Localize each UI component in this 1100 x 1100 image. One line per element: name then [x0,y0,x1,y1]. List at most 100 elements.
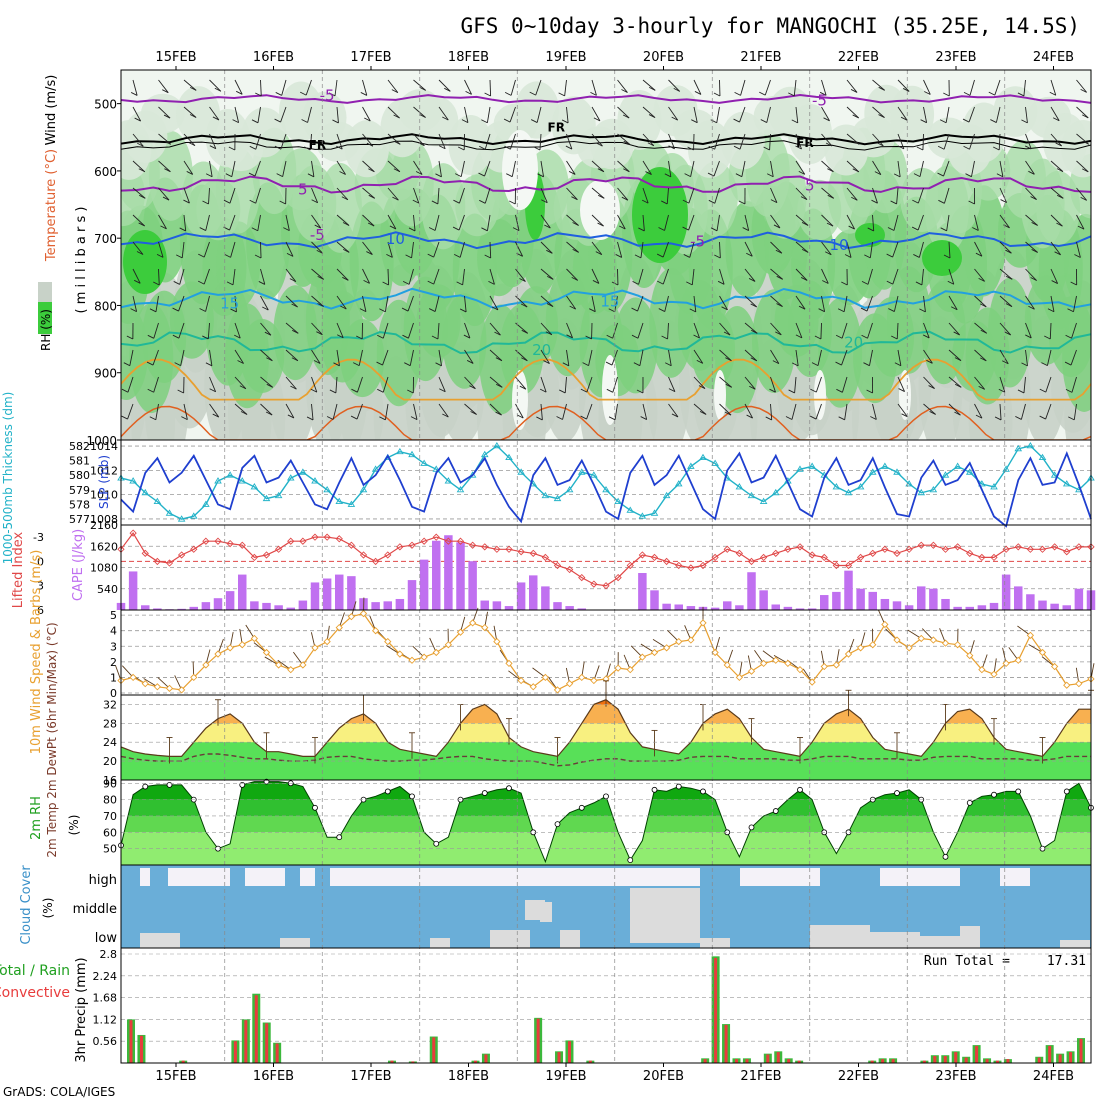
wind-barb-10m [907,629,922,639]
wind-barb-flag [798,170,805,175]
wind-barb [1025,106,1028,123]
wind-speed-marker [444,641,453,649]
precip-convective-bar [254,995,258,1063]
wind-barb-flag [336,145,343,150]
wind-barb-flag [205,362,213,367]
wind-barb-flag [189,86,197,91]
precip-convective-bar [891,1059,895,1063]
wind-barb [515,214,520,231]
wind-barb [362,295,367,312]
wind-barb-10m [773,655,789,664]
wind-tick-label: 1 [110,671,117,684]
lifted-index-marker [638,551,647,559]
wind-barb [509,106,516,123]
wind-barb-flag [328,92,336,97]
wind-barb-flag [1065,388,1073,393]
wind-barb-flag [517,414,524,419]
cloud-high-gap [680,868,700,886]
wind-speed-marker [468,619,477,627]
wind-barb [897,403,908,418]
wind-barb-flag [470,411,477,415]
cloud-high-gap [300,868,315,886]
wind-barb [1076,187,1088,201]
wind-barb-flag [382,281,389,286]
lifted-index-marker [1063,548,1071,556]
wind-barb-flag [827,194,834,199]
wind-barb [562,403,567,420]
cape-bar [723,601,732,610]
wind-barb-flag [458,146,465,151]
wind-barb [815,376,822,393]
wind-barb-flag [721,306,728,311]
wind-barb [893,295,899,312]
wind-barb-flag [1051,280,1058,284]
wind-barb-flag [317,275,324,280]
wind-barb [362,106,371,122]
precip-convective-bar [265,1023,269,1063]
precip-convective-bar [1048,1045,1052,1063]
rh-marker [142,783,149,790]
wind-barb-flag [598,194,605,199]
wind-barb-flag [891,335,898,340]
wind-barb-flag [240,411,248,415]
wind-barb-flag [714,254,721,259]
cape-bar [395,598,405,610]
wind-barb [183,133,196,146]
wind-speed-marker [274,661,283,669]
wind-barb [311,403,314,420]
wind-speed-marker [941,639,950,647]
cloud-high-gap [330,868,480,886]
wind-speed-marker [808,678,816,686]
wind-barb [896,187,899,204]
wind-barb [795,241,809,253]
wind-barb [132,268,141,284]
cape-bar [710,607,720,610]
wind-speed-marker [929,636,938,644]
wind-barb-flag [202,200,209,205]
wind-barb [999,349,1009,364]
wind-barb [510,133,516,150]
wind-barb [205,295,210,312]
wind-barb-flag [939,119,947,124]
wind-barb-flag [980,357,987,362]
rh-marker [1015,788,1022,795]
wind-barb [285,214,290,231]
wind-barb [311,268,324,280]
cloud-low-block [870,932,920,948]
precip-legend-total: Total / Rain [0,963,70,979]
lifted-index-marker [687,564,695,572]
wind-speed-marker [214,650,222,658]
wind-barb-flag [234,334,241,339]
rh-clear-column [602,355,618,425]
wind-barb [586,403,593,420]
wind-barb [872,79,886,91]
wind-barb [158,160,171,173]
pressure-tick-label: 600 [94,165,117,179]
wind-barb-flag [394,140,401,145]
wind-barb [464,376,476,389]
cloud-low-block [920,936,960,948]
wind-barb-flag [198,253,205,258]
wind-speed-marker [359,609,368,618]
wind-barb-flag [593,117,601,122]
wind-barb-flag [491,306,499,311]
wind-barb [999,187,1007,203]
cape-bar [189,606,198,610]
wind-barb-flag [313,360,321,364]
precip-convective-bar [954,1052,958,1063]
wind-barb [285,403,295,419]
wind-barb-flag [466,360,474,364]
wind-barb-flag [1024,145,1032,150]
wind-barb-flag [1025,334,1032,339]
wind-barb-flag [850,89,858,93]
rh-marker [336,834,343,841]
wind-barb [158,268,160,286]
wind-barb-flag [504,91,512,96]
wind-barb-flag [452,226,460,231]
wind-barb-flag [133,279,141,284]
wind-barb-flag [582,362,589,367]
wind-speed-marker [505,659,513,668]
wind-barb-flag [162,89,169,94]
wind-barb [387,160,401,173]
wind-barb-flag [937,145,945,150]
